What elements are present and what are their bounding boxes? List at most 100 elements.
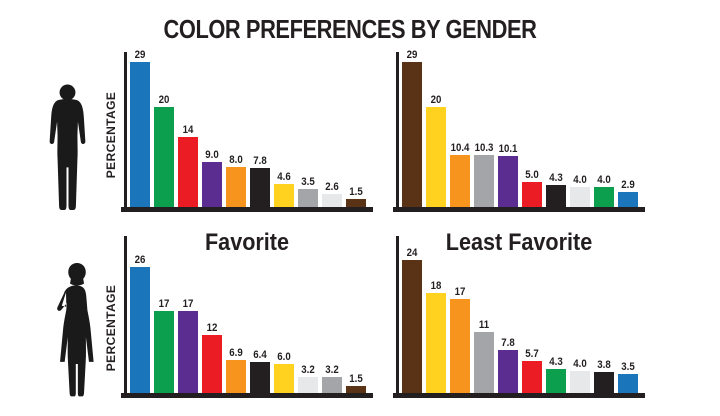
x-axis (393, 393, 645, 398)
bar-value-label: 7.8 (253, 155, 267, 167)
bar-yellow: 4.6 (274, 171, 294, 207)
bar-value-label: 10.1 (498, 143, 518, 155)
bar-black: 3.8 (594, 359, 614, 393)
chart-male-favorite: 29 20 14 9.0 8.0 7.8 4.6 3.5 2.6 1.5 (121, 49, 373, 212)
bar-value-label: 29 (134, 49, 146, 61)
bar-blue: 2.9 (618, 179, 638, 207)
bar-value-label: 29 (406, 49, 418, 61)
chart-female-least-favorite: 24 18 17 11 7.8 5.7 4.3 4.0 3.8 3.5 (393, 236, 645, 398)
bar-brown: 1.5 (346, 373, 366, 393)
bar-white: 4.0 (570, 174, 590, 207)
bar-gray: 10.3 (474, 142, 494, 207)
x-axis (121, 393, 373, 398)
bar-value-label: 24 (406, 247, 418, 259)
bar-value-label: 3.2 (325, 364, 339, 376)
y-axis-label-male: PERCENTAGE (104, 91, 118, 179)
bar-red: 5.0 (522, 169, 542, 207)
bar-value-label: 9.0 (205, 149, 219, 161)
bar-value-label: 5.7 (525, 348, 539, 360)
bar-value-label: 17 (454, 286, 466, 298)
bar-purple: 10.1 (498, 143, 518, 207)
bar-green: 4.3 (546, 356, 566, 393)
bar-group: 26 17 17 12 6.9 6.4 6.0 3.2 3.2 1.5 (130, 254, 366, 393)
female-silhouette-icon (52, 263, 100, 399)
bar-red: 5.7 (522, 348, 542, 393)
bar-value-label: 3.5 (301, 176, 315, 188)
bar-value-label: 17 (158, 298, 170, 310)
bar-group: 24 18 17 11 7.8 5.7 4.3 4.0 3.8 3.5 (402, 247, 638, 393)
bar-orange: 10.4 (450, 142, 470, 207)
bar-value-label: 8.0 (229, 154, 243, 166)
bar-value-label: 26 (134, 254, 146, 266)
bar-yellow: 6.0 (274, 351, 294, 393)
bar-value-label: 6.9 (229, 347, 243, 359)
bar-white: 4.0 (570, 358, 590, 393)
x-axis (393, 207, 645, 212)
bar-value-label: 6.4 (253, 349, 267, 361)
bar-value-label: 4.3 (549, 356, 563, 368)
bar-purple: 7.8 (498, 337, 518, 393)
bar-green: 17 (154, 298, 174, 393)
bar-value-label: 10.3 (474, 142, 494, 154)
bar-group: 29 20 10.4 10.3 10.1 5.0 4.3 4.0 4.0 2.9 (402, 49, 638, 207)
bar-value-label: 5.0 (525, 169, 539, 181)
bar-green: 4.0 (594, 174, 614, 207)
bar-value-label: 17 (182, 298, 194, 310)
bar-value-label: 20 (430, 94, 442, 106)
bar-value-label: 3.5 (621, 361, 635, 373)
male-silhouette-icon (44, 84, 91, 213)
bar-yellow: 20 (426, 94, 446, 207)
bar-value-label: 11 (478, 319, 490, 331)
bar-black: 7.8 (250, 155, 270, 207)
bar-gray: 3.5 (298, 176, 318, 207)
bar-gray: 11 (474, 319, 494, 393)
bar-value-label: 1.5 (349, 186, 363, 198)
chart-male-least-favorite: 29 20 10.4 10.3 10.1 5.0 4.3 4.0 4.0 2.9 (393, 49, 645, 212)
bar-value-label: 20 (158, 94, 170, 106)
column-title-favorite: Favorite (204, 229, 290, 256)
bar-brown: 29 (402, 49, 422, 207)
bar-orange: 8.0 (226, 154, 246, 207)
bar-value-label: 3.2 (301, 364, 315, 376)
bar-orange: 17 (450, 286, 470, 393)
y-axis (396, 236, 399, 394)
bar-orange: 6.9 (226, 347, 246, 393)
bar-black: 6.4 (250, 349, 270, 393)
bar-value-label: 12 (206, 322, 218, 334)
bar-white: 3.2 (298, 364, 318, 393)
bar-value-label: 2.9 (621, 179, 635, 191)
bar-value-label: 18 (430, 280, 442, 292)
page-title: COLOR PREFERENCES BY GENDER (163, 14, 537, 44)
bar-value-label: 4.0 (573, 358, 587, 370)
bar-value-label: 2.6 (325, 181, 339, 193)
bar-value-label: 4.3 (549, 172, 563, 184)
bar-value-label: 7.8 (501, 337, 515, 349)
bar-group: 29 20 14 9.0 8.0 7.8 4.6 3.5 2.6 1.5 (130, 49, 366, 207)
bar-red: 12 (202, 322, 222, 393)
bar-value-label: 4.0 (597, 174, 611, 186)
bar-value-label: 3.8 (597, 359, 611, 371)
chart-female-favorite: 26 17 17 12 6.9 6.4 6.0 3.2 3.2 1.5 (121, 236, 373, 398)
bar-blue: 26 (130, 254, 150, 393)
bar-purple: 9.0 (202, 149, 222, 207)
bar-purple: 17 (178, 298, 198, 393)
bar-value-label: 4.6 (277, 171, 291, 183)
y-axis-label-female: PERCENTAGE (104, 284, 118, 372)
bar-blue: 3.5 (618, 361, 638, 393)
bar-value-label: 1.5 (349, 373, 363, 385)
bar-value-label: 4.0 (573, 174, 587, 186)
y-axis (124, 52, 127, 208)
bar-brown: 1.5 (346, 186, 366, 207)
bar-red: 14 (178, 124, 198, 207)
bar-blue: 29 (130, 49, 150, 207)
bar-value-label: 6.0 (277, 351, 291, 363)
x-axis (121, 207, 373, 212)
bar-brown: 24 (402, 247, 422, 393)
column-title-least-favorite: Least Favorite (445, 229, 593, 256)
bar-yellow: 18 (426, 280, 446, 393)
bar-white: 2.6 (322, 181, 342, 207)
bar-value-label: 10.4 (450, 142, 470, 154)
y-axis (396, 52, 399, 208)
y-axis (124, 236, 127, 394)
